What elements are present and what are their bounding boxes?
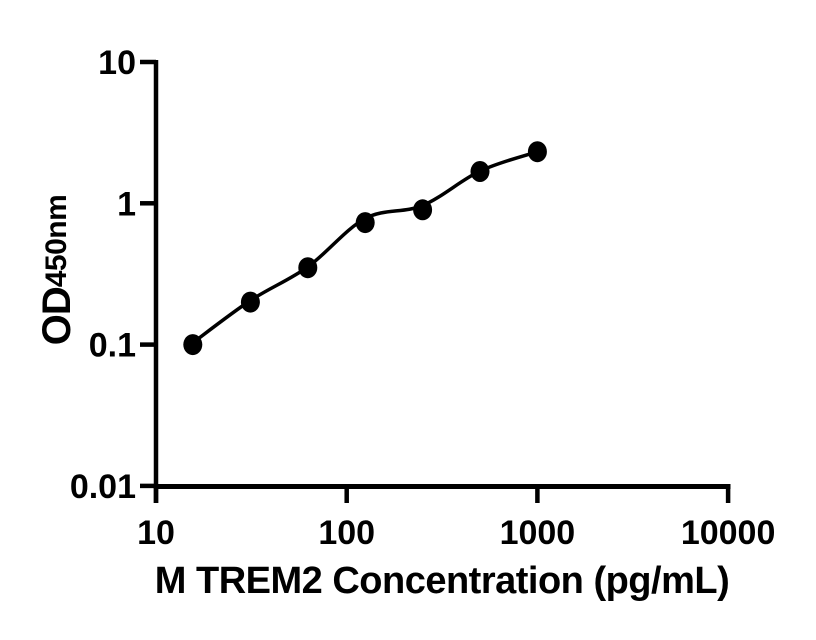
x-tick-label: 10 — [137, 514, 175, 552]
x-axis-title: M TREM2 Concentration (pg/mL) — [154, 560, 730, 602]
x-tick-label: 10000 — [681, 514, 776, 552]
y-axis-title-base: OD — [34, 287, 79, 346]
data-point-marker — [470, 161, 490, 182]
data-point-marker — [527, 141, 547, 163]
data-point-marker — [240, 291, 260, 313]
y-axis-title-subscript: 450nm — [40, 194, 73, 288]
fit-curve-line — [191, 150, 538, 345]
y-axis-title: OD 450nm — [2, 160, 112, 380]
data-point-marker — [183, 334, 203, 356]
y-tick-label: 1 — [117, 185, 136, 223]
y-tick-label: 0.1 — [89, 327, 136, 365]
data-point-marker — [413, 199, 433, 221]
y-tick-label: 0.01 — [70, 468, 136, 506]
x-tick-label: 1000 — [500, 514, 576, 552]
y-tick-label: 10 — [98, 44, 136, 82]
x-tick-label: 100 — [318, 514, 375, 552]
data-point-marker — [298, 257, 318, 279]
data-point-marker — [355, 212, 375, 234]
